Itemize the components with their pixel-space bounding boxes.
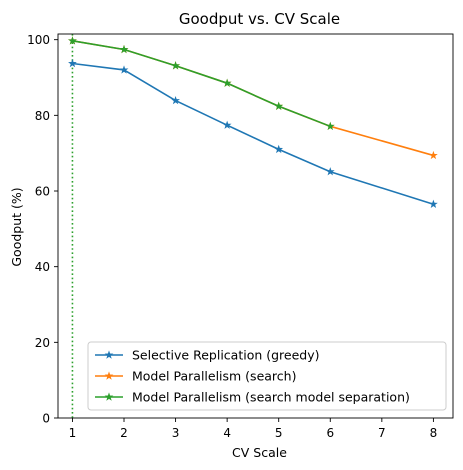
- y-axis-label: Goodput (%): [9, 187, 24, 266]
- data-point: [119, 65, 129, 74]
- legend-marker: [104, 350, 114, 359]
- x-axis-label: CV Scale: [232, 445, 287, 460]
- data-point: [222, 120, 232, 129]
- x-tick-label: 4: [223, 426, 231, 440]
- legend-box: [87, 341, 447, 411]
- data-point: [325, 167, 335, 176]
- x-tick-label: 5: [275, 426, 283, 440]
- series-line: [72, 40, 434, 157]
- series-line: [72, 62, 434, 206]
- legend-marker: [104, 371, 114, 380]
- legend-label: Model Parallelism (search model separati…: [132, 390, 410, 405]
- y-tick-label: 40: [35, 260, 50, 274]
- chart-title: Goodput vs. CV Scale: [179, 10, 340, 28]
- data-point: [429, 199, 438, 208]
- x-tick-label: 2: [120, 426, 128, 440]
- x-tick-label: 6: [326, 426, 334, 440]
- y-tick-label: 0: [42, 412, 50, 426]
- series-1: [68, 36, 438, 160]
- x-tick-label: 8: [430, 426, 438, 440]
- legend: Selective Replication (greedy) Model Para…: [87, 341, 447, 411]
- x-tick-label: 3: [172, 426, 180, 440]
- y-tick-label: 100: [27, 33, 50, 47]
- plot-area: [68, 34, 438, 418]
- y-tick-label: 20: [35, 336, 50, 350]
- legend-item: Model Parallelism (search model separati…: [95, 390, 410, 405]
- y-tick-label: 80: [35, 109, 50, 123]
- data-point: [429, 150, 438, 160]
- data-point: [119, 44, 129, 54]
- legend-label: Model Parallelism (search): [132, 369, 296, 384]
- axes-frame: [57, 33, 454, 419]
- data-point: [274, 144, 284, 154]
- data-point: [68, 58, 77, 68]
- y-tick-label: 60: [35, 185, 50, 199]
- series-2: [68, 36, 335, 131]
- legend-item: Selective Replication (greedy): [95, 348, 320, 363]
- legend-marker: [104, 392, 114, 401]
- series-0: [68, 58, 438, 208]
- x-tick-label: 1: [69, 426, 77, 440]
- data-point: [68, 36, 77, 45]
- data-point: [325, 121, 335, 131]
- data-point: [171, 61, 180, 70]
- data-point: [274, 101, 284, 110]
- data-point: [171, 95, 180, 105]
- data-point: [222, 78, 232, 87]
- legend-item: Model Parallelism (search): [95, 369, 296, 384]
- series-line: [72, 40, 331, 128]
- x-tick-label: 7: [378, 426, 386, 440]
- legend-label: Selective Replication (greedy): [132, 348, 320, 363]
